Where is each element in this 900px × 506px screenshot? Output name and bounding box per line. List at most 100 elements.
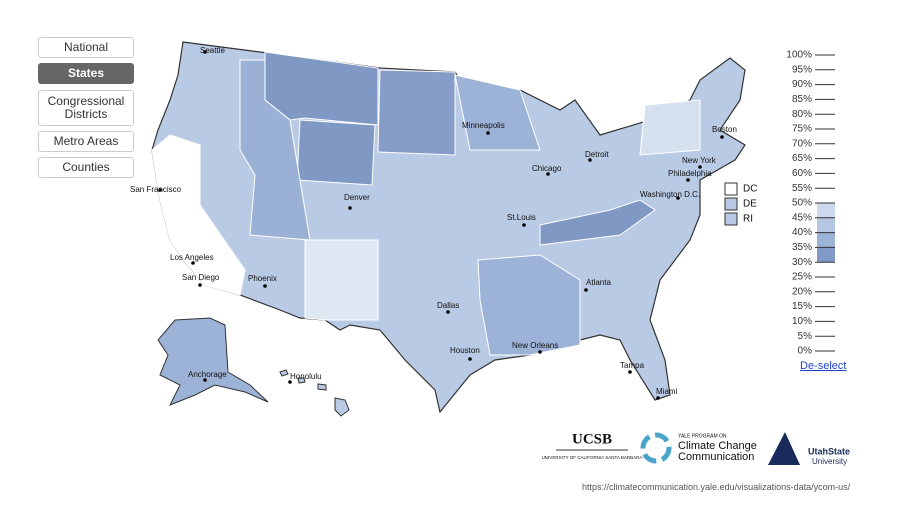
legend-swatch [817, 247, 835, 263]
state-ky-wv[interactable] [539, 199, 656, 246]
legend-tick-label: 25% [792, 272, 812, 283]
state-wy[interactable] [296, 119, 376, 186]
legend-tick-label: 80% [792, 109, 812, 120]
state-ca[interactable] [151, 134, 246, 296]
city-label: Tampa [620, 361, 645, 370]
legend-tick-label: 70% [792, 138, 812, 149]
state-box[interactable] [724, 212, 738, 226]
city-dot [191, 261, 195, 265]
legend-tick-label: 30% [792, 257, 812, 268]
legend-tick-label: 95% [792, 64, 812, 75]
city-dot [198, 283, 202, 287]
city-dot [203, 50, 207, 54]
legend-swatch [817, 203, 835, 218]
legend-tick-label: 35% [792, 242, 812, 253]
legend-tick-label: 50% [792, 198, 812, 209]
legend-tick-label: 65% [792, 153, 812, 164]
city-dot [158, 188, 162, 192]
city-dot [446, 310, 450, 314]
state-id-ut[interactable] [239, 59, 311, 241]
menu-button[interactable]: Congressional Districts [38, 90, 134, 126]
city-label: Los Angeles [170, 253, 214, 262]
legend-tick-label: 90% [792, 79, 812, 90]
menu-button[interactable]: Counties [38, 157, 134, 178]
city-label: Anchorage [188, 370, 227, 379]
state-box[interactable] [724, 197, 738, 211]
city-label: New York [682, 156, 717, 165]
state-box-label: RI [743, 214, 753, 225]
city-dot [720, 135, 724, 139]
state-box-label: DC [743, 184, 757, 195]
state-box[interactable] [724, 182, 738, 196]
legend-tick-label: 85% [792, 94, 812, 105]
logo-yale-line: Climate Change [678, 440, 757, 452]
city-label: Phoenix [248, 274, 277, 283]
city-label: Houston [450, 346, 480, 355]
legend-tick-label: 100% [786, 50, 812, 61]
menu-button[interactable]: States [38, 63, 134, 84]
city-label: San Diego [182, 273, 220, 282]
state-nd-sd[interactable] [377, 69, 456, 156]
city-dot [676, 196, 680, 200]
city-dot [584, 288, 588, 292]
hawaii[interactable] [279, 369, 350, 417]
logo-yale-top: YALE PROGRAM ON [678, 433, 727, 439]
city-dot [263, 284, 267, 288]
source-url: https://climatecommunication.yale.edu/vi… [582, 482, 851, 492]
city-label: Miami [656, 387, 678, 396]
city-dot [628, 370, 632, 374]
state-mw[interactable] [454, 74, 541, 151]
legend-tick-label: 10% [792, 316, 812, 327]
city-label: Chicago [532, 164, 562, 173]
logo-ucsb: UCSB [572, 431, 612, 447]
logo-ucsb-sub: UNIVERSITY OF CALIFORNIA SANTA BARBARA [542, 455, 643, 460]
logo-yale-icon [640, 432, 672, 464]
legend-tick-label: 60% [792, 168, 812, 179]
state-nm[interactable] [304, 239, 379, 321]
legend-tick-label: 0% [798, 346, 813, 357]
state-ny[interactable] [639, 99, 701, 156]
logo-usu-line: University [812, 457, 847, 466]
city-dot [486, 131, 490, 135]
deselect-link[interactable]: De-select [800, 360, 847, 372]
city-dot [288, 380, 292, 384]
city-label: Detroit [585, 150, 609, 159]
city-dot [656, 396, 660, 400]
legend-swatch [817, 232, 835, 248]
logo-yale-line: Communication [678, 451, 754, 463]
menu-button[interactable]: Metro Areas [38, 131, 134, 152]
city-label: Seattle [200, 46, 225, 55]
alaska[interactable] [157, 317, 269, 406]
city-dot [546, 172, 550, 176]
city-dot [538, 350, 542, 354]
city-label: Honolulu [290, 372, 322, 381]
legend-swatch [817, 217, 835, 233]
city-label: San Francisco [130, 185, 182, 194]
city-label: New Orleans [512, 341, 558, 350]
city-label: Washington D.C. [640, 190, 700, 199]
state-box-label: DE [743, 199, 757, 210]
city-label: Philadelphia [668, 169, 712, 178]
city-dot [698, 165, 702, 169]
legend-tick-label: 5% [798, 331, 813, 342]
state-south[interactable] [477, 254, 581, 356]
city-dot [522, 223, 526, 227]
legend-tick-label: 15% [792, 301, 812, 312]
menu-button[interactable]: National [38, 37, 134, 58]
city-label: Dallas [437, 301, 459, 310]
city-dot [468, 357, 472, 361]
city-label: Minneapolis [462, 121, 505, 130]
city-label: Denver [344, 193, 370, 202]
legend-tick-label: 55% [792, 183, 812, 194]
states [151, 41, 746, 417]
city-label: Boston [712, 125, 737, 134]
logo-usu-line: UtahState [808, 446, 850, 456]
city-dot [686, 178, 690, 182]
legend-tick-label: 75% [792, 124, 812, 135]
logo-usu-icon [768, 432, 800, 465]
logos: UCSB UNIVERSITY OF CALIFORNIA SANTA BARB… [542, 431, 850, 466]
cities: Seattle San Francisco Los Angeles San Di… [130, 46, 737, 400]
small-states: DC DE RI [724, 182, 757, 226]
legend-tick-label: 40% [792, 227, 812, 238]
